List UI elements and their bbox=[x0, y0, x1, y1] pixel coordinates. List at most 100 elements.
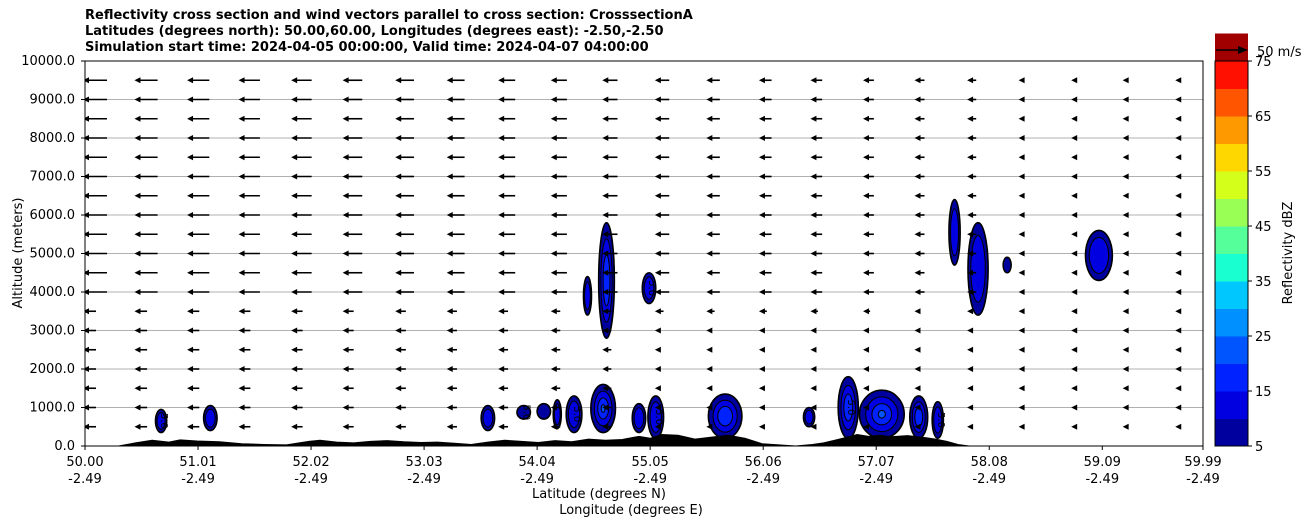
x-tick-label-lat: 59.99 bbox=[1184, 455, 1221, 470]
wind-arrow bbox=[446, 115, 465, 122]
wind-arrow bbox=[914, 308, 921, 315]
wind-arrow bbox=[342, 366, 354, 372]
wind-arrow bbox=[134, 135, 158, 141]
x-tick-label-lon: -2.49 bbox=[859, 472, 893, 487]
wind-arrow bbox=[758, 423, 765, 430]
wind-arrow bbox=[810, 269, 823, 276]
wind-arrow bbox=[863, 154, 874, 161]
wind-arrow bbox=[342, 115, 363, 122]
wind-arrow bbox=[967, 269, 977, 276]
wind-arrow bbox=[446, 231, 465, 238]
wind-arrow bbox=[291, 346, 303, 353]
wind-arrow bbox=[1071, 212, 1078, 218]
reflectivity-cell bbox=[948, 198, 961, 266]
wind-arrow bbox=[914, 269, 925, 276]
wind-arrow bbox=[654, 346, 661, 353]
wind-arrow bbox=[1071, 404, 1078, 411]
wind-arrow bbox=[914, 192, 925, 199]
wind-arrow bbox=[238, 250, 260, 257]
wind-arrow bbox=[238, 423, 251, 430]
wind-arrow bbox=[1122, 327, 1129, 334]
wind-arrow bbox=[85, 269, 107, 276]
wind-arrow bbox=[238, 231, 260, 238]
y-tick-label: 9000.0 bbox=[30, 93, 76, 108]
wind-arrow bbox=[291, 423, 303, 430]
wind-arrow bbox=[238, 77, 260, 84]
wind-arrow bbox=[238, 327, 251, 334]
wind-arrow bbox=[550, 423, 561, 430]
wind-arrow bbox=[1175, 231, 1182, 238]
wind-arrow bbox=[342, 154, 363, 161]
wind-arrow bbox=[914, 154, 925, 161]
wind-arrow bbox=[654, 423, 661, 430]
wind-arrow bbox=[810, 404, 817, 411]
wind-arrow bbox=[706, 192, 720, 199]
wind-arrow bbox=[914, 385, 921, 392]
wind-arrow bbox=[914, 346, 921, 353]
wind-arrow bbox=[238, 289, 260, 295]
wind-arrow bbox=[238, 115, 260, 122]
wind-arrow bbox=[706, 96, 720, 103]
x-tick-label-lon: -2.49 bbox=[181, 472, 215, 487]
wind-arrow bbox=[134, 346, 148, 353]
wind-arrow bbox=[602, 192, 618, 199]
reflectivity-cell bbox=[565, 395, 583, 434]
wind-arrow bbox=[498, 250, 516, 257]
colorbar-segment bbox=[1215, 363, 1248, 392]
wind-arrow bbox=[1071, 231, 1078, 238]
wind-arrow bbox=[1071, 135, 1078, 141]
wind-arrow bbox=[706, 250, 720, 257]
contour-level bbox=[950, 208, 960, 257]
wind-arrow bbox=[291, 231, 312, 238]
wind-arrow bbox=[342, 250, 363, 257]
wind-arrow bbox=[498, 77, 516, 84]
wind-arrow bbox=[446, 77, 465, 84]
wind-arrow bbox=[1122, 231, 1129, 238]
wind-arrow bbox=[706, 366, 713, 372]
y-tick-label: 5000.0 bbox=[30, 247, 76, 262]
wind-arrow bbox=[134, 250, 158, 257]
wind-arrow bbox=[395, 404, 406, 411]
wind-arrow bbox=[85, 423, 96, 430]
wind-arrow bbox=[1018, 327, 1025, 334]
wind-arrow bbox=[706, 346, 713, 353]
reflectivity-cell bbox=[931, 400, 945, 440]
colorbar: 5 15 25 35 45 55 65 75 bbox=[1214, 33, 1272, 455]
wind-arrow bbox=[342, 173, 363, 180]
wind-arrow bbox=[654, 231, 670, 238]
reflectivity-cell bbox=[154, 408, 168, 434]
wind-arrow bbox=[706, 289, 720, 295]
wind-arrow bbox=[342, 289, 363, 295]
wind-arrow bbox=[134, 96, 158, 103]
wind-arrow bbox=[967, 346, 974, 353]
wind-arrow bbox=[706, 173, 720, 180]
reflectivity-cell bbox=[707, 393, 743, 440]
wind-arrow bbox=[134, 192, 158, 199]
contour-level bbox=[516, 404, 532, 420]
wind-arrow bbox=[291, 308, 303, 315]
reflectivity-contours bbox=[154, 198, 1114, 440]
wind-arrow bbox=[967, 231, 977, 238]
wind-arrow bbox=[85, 327, 96, 334]
wind-arrow bbox=[602, 269, 618, 276]
wind-arrow bbox=[446, 308, 457, 315]
reflectivity-cell bbox=[590, 383, 617, 434]
wind-arrow bbox=[863, 77, 874, 84]
y-tick-label: 10000.0 bbox=[21, 54, 75, 69]
wind-arrow bbox=[446, 385, 457, 392]
wind-arrow bbox=[187, 115, 210, 122]
wind-arrow bbox=[1018, 154, 1025, 161]
wind-arrow bbox=[1175, 423, 1182, 430]
wind-arrow bbox=[1018, 135, 1025, 141]
y-tick-label: 6000.0 bbox=[30, 208, 76, 223]
wind-arrow bbox=[342, 346, 354, 353]
wind-arrow bbox=[967, 250, 977, 257]
wind-arrow bbox=[914, 77, 925, 84]
wind-arrow bbox=[1071, 173, 1078, 180]
wind-arrow bbox=[395, 366, 406, 372]
wind-arrow bbox=[395, 346, 406, 353]
reflectivity-cell bbox=[858, 389, 905, 440]
wind-arrow bbox=[967, 423, 974, 430]
wind-arrow bbox=[1175, 77, 1182, 84]
wind-arrow bbox=[863, 327, 870, 334]
